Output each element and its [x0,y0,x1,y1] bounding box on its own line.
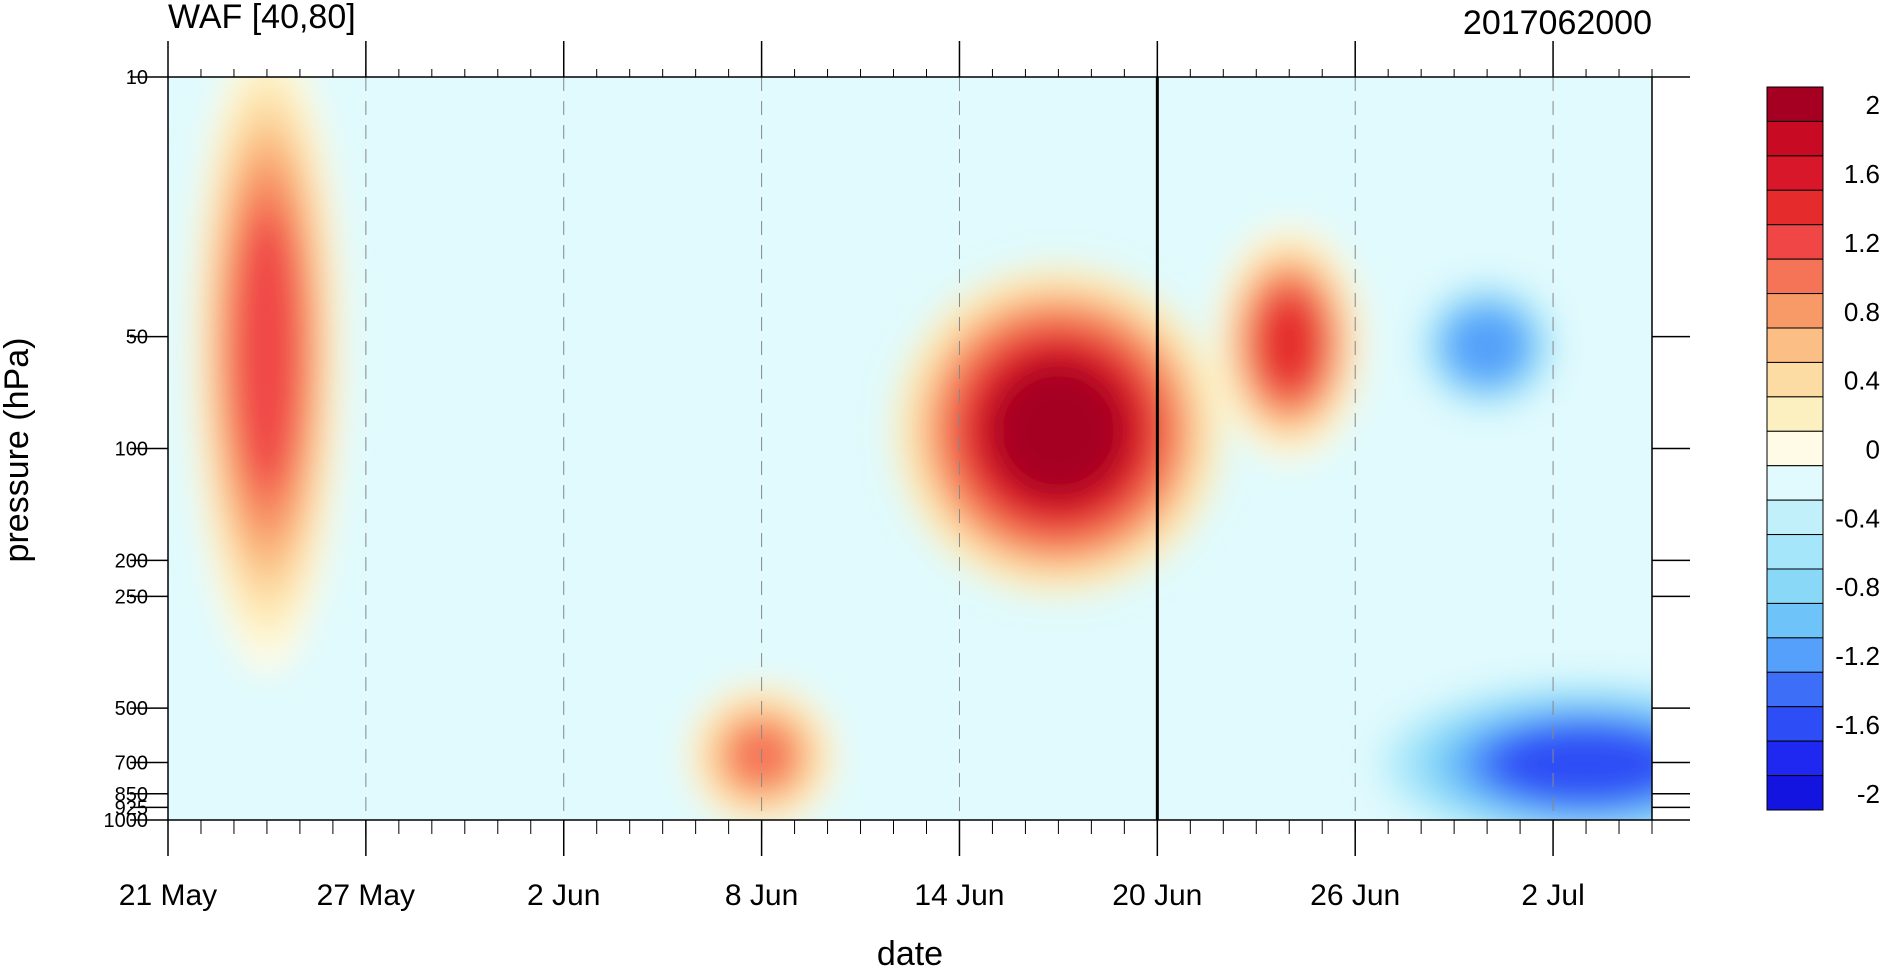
colorbar-label: 1.2 [1844,228,1880,258]
colorbar-swatch [1766,740,1824,777]
chart-title: WAF [40,80] [168,0,356,36]
colorbar-swatch [1766,396,1824,432]
colorbar-label: 0.8 [1844,297,1880,327]
feature-negative-early-july [1410,274,1565,418]
colorbar-swatch [1766,189,1824,226]
colorbar-swatch [1766,120,1824,157]
colorbar-swatch [1766,706,1824,742]
colorbar-swatch [1766,637,1824,673]
x-tick-label: 8 Jun [725,879,798,912]
colorbar-label: 2 [1866,90,1880,120]
y-tick-label: 100 [115,439,148,461]
colorbar-label: -1.6 [1835,710,1880,740]
y-axis-label: pressure (hPa) [0,338,36,563]
colorbar-label: -1.2 [1835,641,1880,671]
colorbar-swatch [1766,361,1824,398]
colorbar-swatch [1766,534,1824,570]
x-axis: 21 May 27 May 2 Jun 8 Jun 14 Jun 20 Jun 26 Jun… [119,41,1653,912]
feature-positive-maximum [893,265,1224,596]
colorbar: 2 1.6 1.2 0.8 0.4 0 -0.4 -0.8 -1.2 -1.6 -2 [1766,86,1880,811]
x-tick-label: 21 May [119,879,217,912]
colorbar-swatch [1766,430,1824,467]
colorbar-swatch [1766,224,1824,260]
x-tick-label: 27 May [317,879,415,912]
colorbar-swatch [1766,155,1824,191]
colorbar-swatch [1766,671,1824,708]
colorbar-swatch [1766,775,1824,811]
x-tick-label: 2 Jul [1521,879,1584,912]
feature-negative-lower [1377,680,1652,820]
x-tick-label: 14 Jun [914,879,1004,912]
colorbar-label: 0.4 [1844,366,1880,396]
colorbar-swatch [1766,465,1824,501]
feature-positive-secondary [1212,223,1367,463]
colorbar-label: -0.4 [1835,503,1880,533]
date-gridlines [168,77,1554,820]
feature-positive-early [189,77,344,676]
colorbar-swatch [1766,499,1824,536]
y-tick-label: 50 [126,327,148,349]
chart-date-label: 2017062000 [1463,4,1652,42]
contour-field [189,77,1652,820]
plot-area [167,76,1653,821]
y-tick-label: 925 [115,797,148,819]
colorbar-swatch [1766,86,1824,122]
y-tick-label: 10 [126,67,148,89]
colorbar-label: -0.8 [1835,572,1880,602]
colorbar-swatch [1766,327,1824,363]
x-tick-label: 2 Jun [527,879,600,912]
y-tick-label: 1000 [104,810,149,832]
x-tick-label: 26 Jun [1310,879,1400,912]
colorbar-label: -2 [1857,779,1880,809]
colorbar-swatch [1766,293,1824,329]
colorbar-swatch [1766,602,1824,639]
colorbar-swatch [1766,568,1824,604]
colorbar-label: 0 [1866,435,1880,465]
y-tick-label: 500 [115,698,148,720]
x-tick-label: 20 Jun [1112,879,1202,912]
y-tick-label: 250 [115,586,148,608]
contour-blobs [189,77,1652,820]
y-tick-label: 200 [115,550,148,572]
colorbar-label: 1.6 [1844,159,1880,189]
y-tick-label: 700 [115,752,148,774]
colorbar-swatch [1766,258,1824,295]
y-tick-label: 850 [115,784,148,806]
x-axis-label: date [877,935,943,968]
